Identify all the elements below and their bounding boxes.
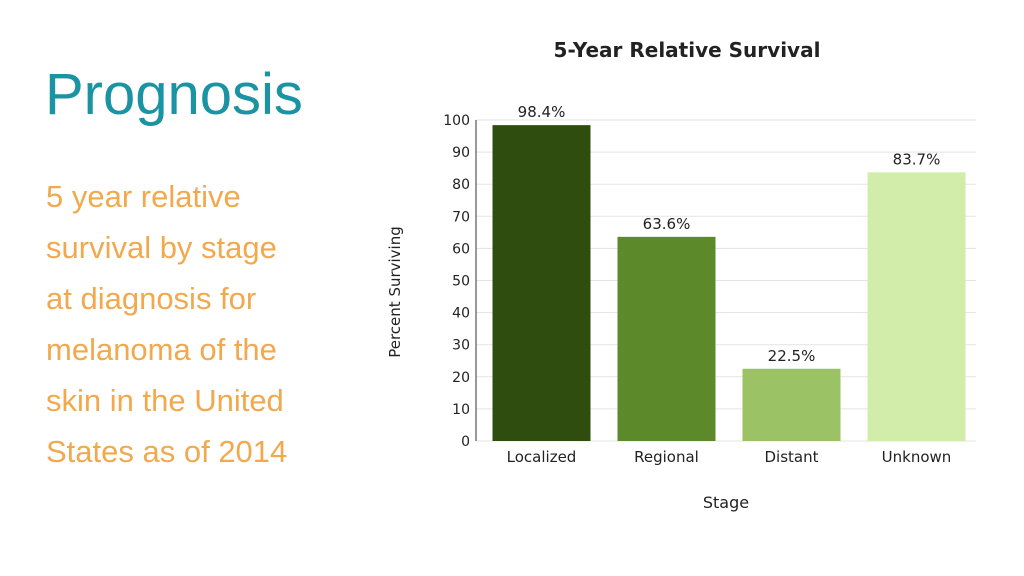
y-axis-label: Percent Surviving: [386, 226, 404, 358]
x-tick-label: Regional: [634, 448, 699, 466]
y-axis-ticks: 0 10 20 30 40 50 60 70 80 90 100: [443, 113, 470, 450]
body-line: 5 year relative: [46, 179, 241, 214]
body-line: survival by stage: [46, 230, 277, 265]
survival-chart: 5-Year Relative Survival 0 10 20 30 40 50 60 70…: [370, 20, 1000, 530]
y-tick-label: 100: [443, 113, 470, 129]
y-tick-label: 90: [452, 145, 470, 161]
y-tick-label: 40: [452, 306, 470, 322]
body-line: melanoma of the: [46, 332, 277, 367]
bars: [492, 125, 966, 442]
bar: [492, 125, 591, 442]
bar: [867, 172, 966, 441]
value-label: 98.4%: [518, 103, 566, 121]
y-tick-label: 30: [452, 338, 470, 354]
bar: [617, 236, 716, 441]
y-tick-label: 50: [452, 274, 470, 290]
value-labels: 98.4% 63.6% 22.5% 83.7%: [518, 103, 941, 365]
x-axis-labels: Localized Regional Distant Unknown: [507, 448, 952, 466]
y-tick-label: 0: [461, 434, 470, 450]
value-label: 63.6%: [643, 215, 691, 233]
value-label: 22.5%: [768, 347, 816, 365]
bar: [742, 368, 841, 441]
y-tick-label: 10: [452, 402, 470, 418]
chart-title: 5-Year Relative Survival: [554, 38, 821, 62]
x-tick-label: Distant: [765, 448, 819, 466]
chart-svg: 5-Year Relative Survival 0 10 20 30 40 50 60 70…: [386, 38, 976, 512]
y-tick-label: 60: [452, 241, 470, 257]
y-tick-label: 80: [452, 177, 470, 193]
x-tick-label: Localized: [507, 448, 577, 466]
y-tick-label: 70: [452, 209, 470, 225]
slide-title: Prognosis: [45, 62, 303, 127]
body-line: at diagnosis for: [46, 281, 257, 316]
body-line: skin in the United: [46, 383, 284, 418]
slide-body-text: 5 year relative survival by stage at dia…: [46, 171, 366, 477]
value-label: 83.7%: [893, 150, 941, 168]
x-tick-label: Unknown: [882, 448, 952, 466]
x-axis-label: Stage: [703, 493, 749, 512]
y-tick-label: 20: [452, 370, 470, 386]
body-line: States as of 2014: [46, 434, 288, 469]
